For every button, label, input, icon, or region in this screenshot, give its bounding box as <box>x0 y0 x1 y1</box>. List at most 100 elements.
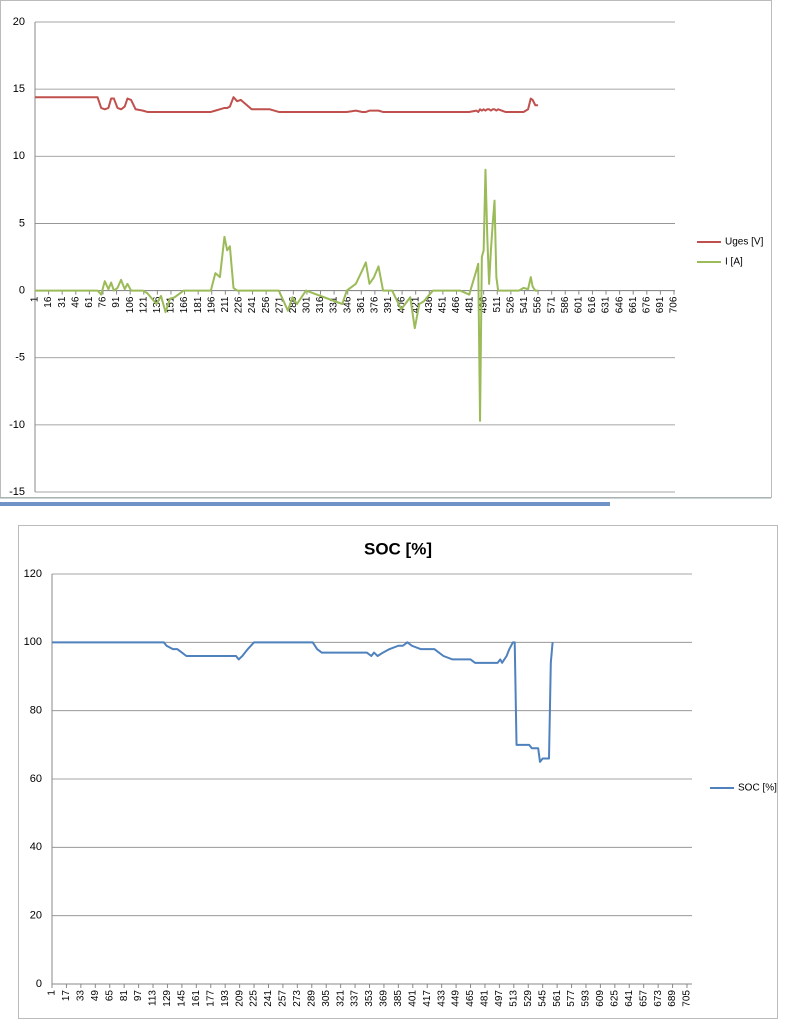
x-tick-label: 209 <box>234 990 245 1007</box>
chart-title: SOC [%] <box>364 539 432 558</box>
x-tick-label: 241 <box>263 990 274 1007</box>
x-tick-label: 305 <box>321 990 332 1007</box>
y-tick-label: 0 <box>36 978 42 990</box>
x-tick-label: 289 <box>306 990 317 1007</box>
x-tick-label: 65 <box>104 990 115 1002</box>
y-tick-label: -10 <box>9 419 25 431</box>
x-tick-label: 676 <box>641 296 652 313</box>
y-tick-label: 0 <box>19 284 25 296</box>
data-line <box>35 96 539 113</box>
x-tick-label: 526 <box>505 296 516 313</box>
x-tick-label: 346 <box>342 296 353 313</box>
x-tick-label: 129 <box>162 990 173 1007</box>
x-tick-label: 631 <box>601 296 612 313</box>
data-line <box>52 641 554 763</box>
x-tick-label: 91 <box>111 296 122 308</box>
data-line <box>35 168 539 422</box>
y-tick-label: 80 <box>30 705 42 717</box>
x-tick-label: 76 <box>98 296 109 308</box>
x-tick-label: 271 <box>274 296 285 313</box>
x-tick-label: 481 <box>465 296 476 313</box>
x-tick-label: 571 <box>546 296 557 313</box>
x-tick-label: 673 <box>653 990 664 1007</box>
x-tick-label: 641 <box>624 990 635 1007</box>
x-tick-label: 31 <box>57 296 68 308</box>
x-tick-label: 151 <box>166 296 177 313</box>
x-tick-label: 301 <box>302 296 313 313</box>
y-tick-label: 5 <box>19 217 25 229</box>
y-tick-label: 40 <box>30 841 42 853</box>
x-tick-label: 497 <box>494 990 505 1007</box>
x-tick-label: 401 <box>407 990 418 1007</box>
x-tick-label: 257 <box>278 990 289 1007</box>
x-tick-label: 406 <box>397 296 408 313</box>
y-tick-label: 120 <box>24 568 42 580</box>
x-tick-label: 46 <box>70 296 81 308</box>
x-tick-label: 145 <box>177 990 188 1007</box>
scrollbar[interactable] <box>0 502 610 506</box>
x-tick-label: 1 <box>30 296 41 302</box>
x-tick-label: 61 <box>84 296 95 308</box>
x-tick-label: 481 <box>480 990 491 1007</box>
x-tick-label: 609 <box>595 990 606 1007</box>
x-tick-label: 106 <box>125 296 136 313</box>
y-tick-label: -15 <box>9 486 25 498</box>
x-tick-label: 496 <box>478 296 489 313</box>
x-tick-label: 121 <box>138 296 149 313</box>
x-tick-label: 136 <box>152 296 163 313</box>
x-tick-label: 385 <box>393 990 404 1007</box>
x-tick-label: 436 <box>424 296 435 313</box>
x-tick-label: 331 <box>329 296 340 313</box>
x-tick-label: 337 <box>350 990 361 1007</box>
x-tick-label: 556 <box>533 296 544 313</box>
legend-label: I [A] <box>725 257 743 268</box>
x-tick-label: 316 <box>315 296 326 313</box>
x-tick-label: 706 <box>669 296 680 313</box>
x-tick-label: 417 <box>422 990 433 1007</box>
x-tick-label: 161 <box>191 990 202 1007</box>
x-tick-label: 97 <box>133 990 144 1002</box>
x-tick-label: 513 <box>508 990 519 1007</box>
x-tick-label: 1 <box>47 990 58 996</box>
x-tick-label: 657 <box>638 990 649 1007</box>
x-tick-label: 465 <box>465 990 476 1007</box>
x-tick-label: 661 <box>628 296 639 313</box>
x-tick-label: 646 <box>614 296 625 313</box>
legend-label: Uges [V] <box>725 237 764 248</box>
x-tick-label: 451 <box>438 296 449 313</box>
x-tick-label: 196 <box>206 296 217 313</box>
x-tick-label: 369 <box>379 990 390 1007</box>
x-tick-label: 466 <box>451 296 462 313</box>
x-tick-label: 433 <box>436 990 447 1007</box>
chart-frame <box>0 0 772 498</box>
x-tick-label: 541 <box>519 296 530 313</box>
x-tick-label: 321 <box>335 990 346 1007</box>
x-tick-label: 49 <box>90 990 101 1002</box>
x-tick-label: 449 <box>451 990 462 1007</box>
x-tick-label: 545 <box>537 990 548 1007</box>
x-tick-label: 625 <box>609 990 620 1007</box>
x-tick-label: 391 <box>383 296 394 313</box>
x-tick-label: 561 <box>552 990 563 1007</box>
x-tick-label: 353 <box>364 990 375 1007</box>
y-tick-label: 20 <box>13 16 25 28</box>
x-tick-label: 705 <box>682 990 693 1007</box>
x-tick-label: 593 <box>581 990 592 1007</box>
x-tick-label: 286 <box>288 296 299 313</box>
legend-label: SOC [%] <box>738 783 777 794</box>
chart-frame <box>18 525 778 1019</box>
x-tick-label: 113 <box>148 990 159 1006</box>
x-tick-label: 17 <box>61 990 72 1002</box>
x-tick-label: 361 <box>356 296 367 313</box>
x-tick-label: 586 <box>560 296 571 313</box>
x-tick-label: 511 <box>492 296 503 312</box>
x-tick-label: 256 <box>261 296 272 313</box>
y-tick-label: 100 <box>24 636 42 648</box>
y-tick-label: -5 <box>15 352 25 364</box>
x-tick-label: 166 <box>179 296 190 313</box>
x-tick-label: 273 <box>292 990 303 1007</box>
x-tick-label: 689 <box>667 990 678 1007</box>
x-tick-label: 225 <box>249 990 260 1007</box>
